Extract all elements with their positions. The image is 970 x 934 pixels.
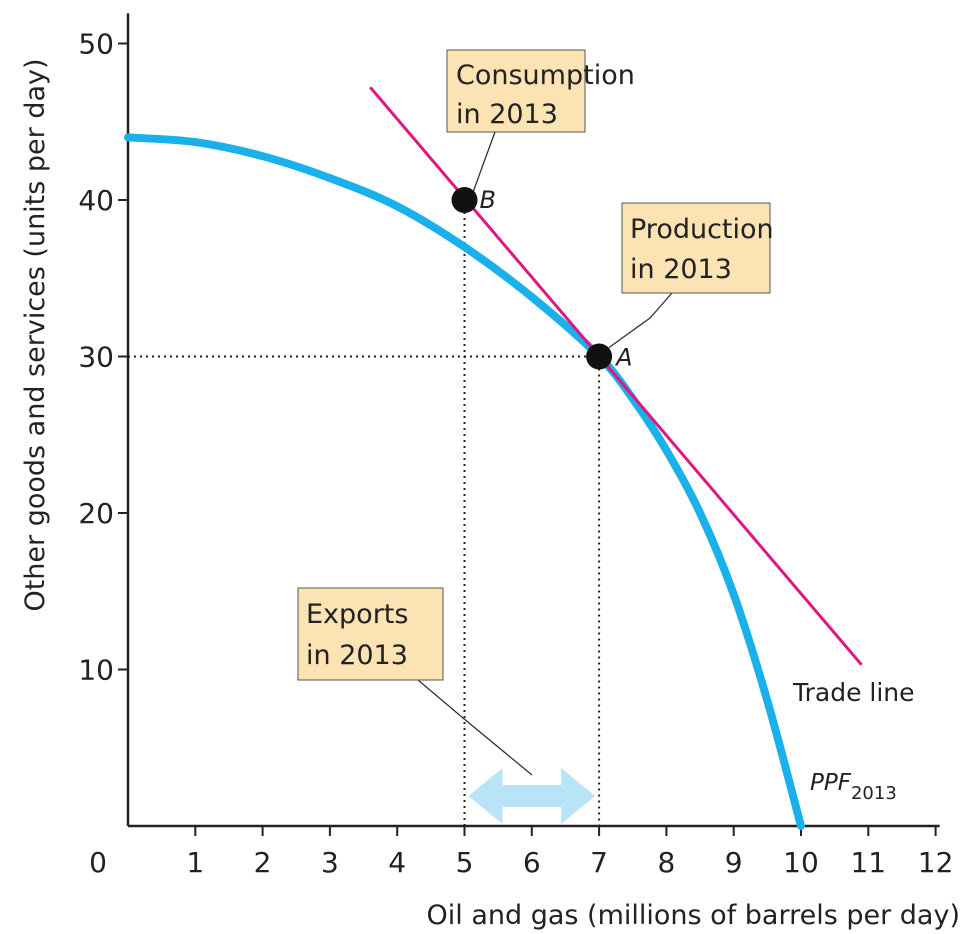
y-axis-ticks: 10 20 30 40 50 bbox=[78, 28, 128, 687]
annotation-leaders bbox=[417, 131, 673, 776]
x-tick-label: 8 bbox=[657, 846, 675, 879]
exports-note-line2: in 2013 bbox=[306, 640, 408, 671]
trade-line bbox=[369, 86, 863, 666]
y-tick-label: 50 bbox=[78, 28, 114, 61]
trade-line-label: Trade line bbox=[792, 678, 915, 707]
ppf-label-sub: 2013 bbox=[851, 783, 897, 804]
x-tick-label: 1 bbox=[186, 846, 204, 879]
leader-production bbox=[608, 292, 673, 349]
point-a-label: A bbox=[614, 344, 632, 372]
production-note-box bbox=[621, 202, 771, 294]
exports-note-box bbox=[297, 587, 444, 681]
leader-exports bbox=[417, 679, 533, 776]
exports-arrow bbox=[468, 768, 596, 824]
point-a bbox=[586, 343, 613, 370]
y-tick-label: 10 bbox=[78, 654, 114, 687]
x-tick-label: 9 bbox=[725, 846, 743, 879]
x-tick-label: 12 bbox=[918, 846, 954, 879]
ppf-curve bbox=[124, 133, 805, 830]
production-note-line2: in 2013 bbox=[630, 254, 732, 285]
leader-consumption bbox=[472, 131, 496, 192]
x-tick-label: 3 bbox=[321, 846, 339, 879]
x-tick-label: 7 bbox=[590, 846, 608, 879]
point-b-label: B bbox=[480, 186, 496, 214]
production-note-line1: Production bbox=[630, 214, 774, 245]
x-tick-label: 5 bbox=[456, 846, 474, 879]
y-tick-label: 20 bbox=[78, 497, 114, 530]
ppf-label: PPF2013 bbox=[810, 770, 897, 804]
y-tick-label: 30 bbox=[78, 341, 114, 374]
y-tick-label: 40 bbox=[78, 184, 114, 217]
exports-note-line1: Exports bbox=[306, 599, 408, 630]
x-tick-label: 6 bbox=[523, 846, 541, 879]
x-tick-label: 10 bbox=[783, 846, 819, 879]
x-axis-title: Oil and gas (millions of barrels per day… bbox=[427, 900, 961, 931]
consumption-note-line1: Consumption bbox=[456, 60, 635, 91]
consumption-note-line2: in 2013 bbox=[456, 99, 558, 130]
y-axis-title: Other goods and services (units per day) bbox=[20, 58, 51, 611]
point-b bbox=[451, 187, 478, 213]
x-axis-ticks: 0 1 2 3 4 5 6 7 8 9 10 11 12 bbox=[89, 826, 953, 879]
x-tick-label: 11 bbox=[850, 846, 886, 879]
x-tick-label: 4 bbox=[388, 846, 406, 879]
x-tick-label: 2 bbox=[254, 846, 272, 879]
dotted-guides bbox=[128, 200, 601, 826]
x-tick-label: 0 bbox=[89, 846, 107, 879]
ppf-label-main: PPF bbox=[810, 770, 852, 796]
consumption-note-box bbox=[446, 49, 586, 133]
